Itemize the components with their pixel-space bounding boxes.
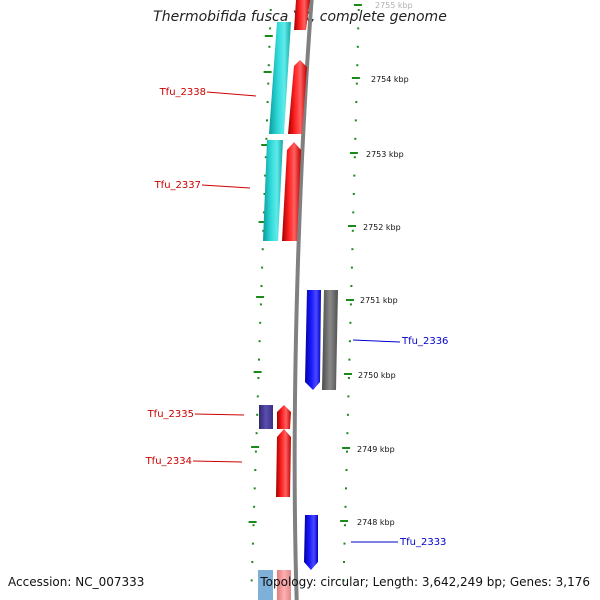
- topology-text: Topology: circular; Length: 3,642,249 bp…: [260, 575, 590, 589]
- blue-cds-tfu2333[interactable]: [304, 515, 318, 570]
- red-cds-top[interactable]: [294, 0, 310, 30]
- genome-backbone: [292, 0, 314, 600]
- purple-feature-tfu2335[interactable]: [259, 405, 273, 429]
- blue-cds-tfu2336[interactable]: [305, 290, 321, 390]
- kbp-label-2748: 2748 kbp: [357, 518, 395, 527]
- kbp-label-2751: 2751 kbp: [360, 296, 398, 305]
- red-cds-tfu2334[interactable]: [276, 429, 291, 497]
- cyan-feature-tfu2338[interactable]: [269, 22, 291, 134]
- kbp-label-2754: 2754 kbp: [371, 75, 409, 84]
- kbp-label-2753: 2753 kbp: [366, 150, 404, 159]
- gene-label-tfu2333[interactable]: Tfu_2333: [399, 537, 446, 548]
- red-cds-tfu2338[interactable]: [288, 60, 307, 134]
- kbp-label-2750: 2750 kbp: [358, 371, 396, 380]
- lightblue-feature-bottom[interactable]: [258, 570, 273, 600]
- kbp-label-2752: 2752 kbp: [363, 223, 401, 232]
- pink-feature-bottom[interactable]: [277, 570, 291, 600]
- leader-line-tfu2338: [206, 91, 257, 97]
- gene-label-tfu2337[interactable]: Tfu_2337: [154, 180, 201, 191]
- gene-label-tfu2338[interactable]: Tfu_2338: [159, 87, 206, 98]
- gene-label-tfu2335[interactable]: Tfu_2335: [147, 409, 194, 420]
- red-cds-tfu2335[interactable]: [277, 405, 291, 429]
- gene-label-tfu2336[interactable]: Tfu_2336: [401, 336, 448, 347]
- gray-feature-tfu2336[interactable]: [322, 290, 338, 390]
- leader-line-tfu2334: [192, 460, 243, 463]
- kbp-label-2755: 2755 kbp: [375, 1, 413, 10]
- gene-label-tfu2334[interactable]: Tfu_2334: [145, 456, 192, 467]
- leader-line-tfu2336: [352, 339, 401, 343]
- leader-line-tfu2337: [201, 184, 251, 189]
- leader-line-tfu2335: [194, 413, 245, 416]
- red-cds-tfu2337[interactable]: [282, 142, 301, 241]
- inner-tick-ring: [340, 4, 362, 582]
- kbp-label-2749: 2749 kbp: [357, 445, 395, 454]
- cyan-feature-tfu2337[interactable]: [263, 140, 283, 241]
- accession-text: Accession: NC_007333: [8, 575, 145, 589]
